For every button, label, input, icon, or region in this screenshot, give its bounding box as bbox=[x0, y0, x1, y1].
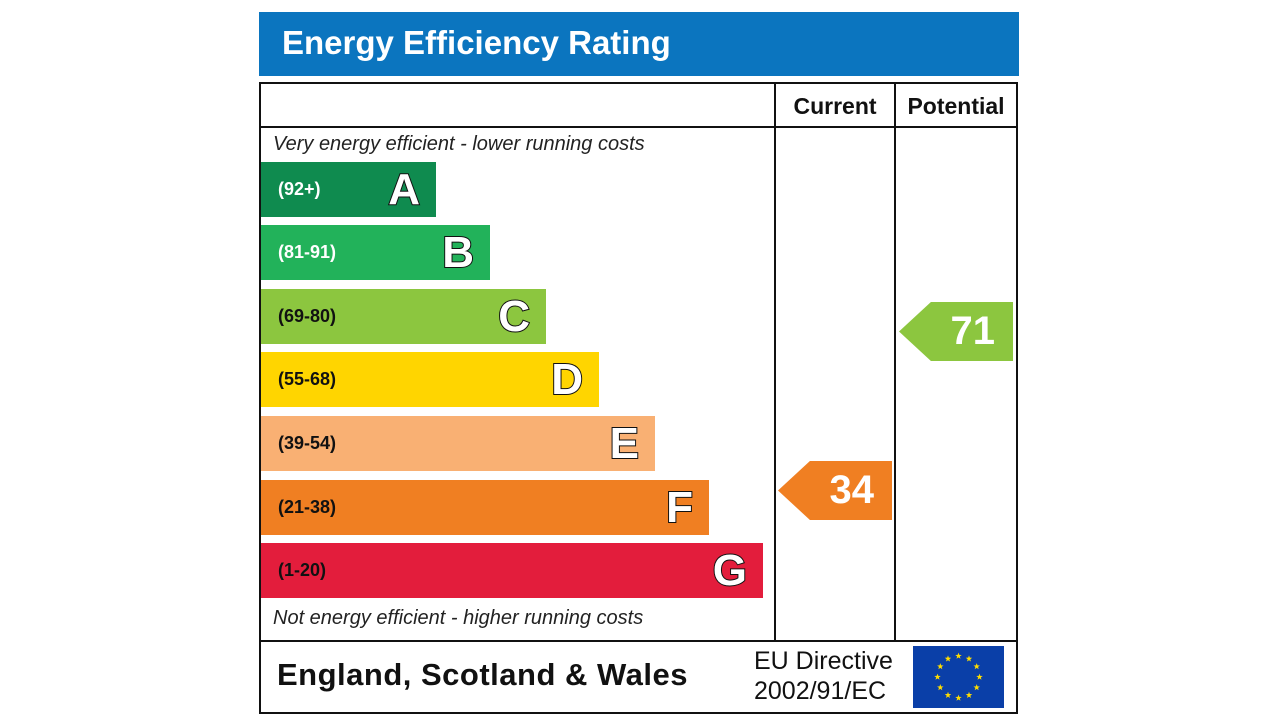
divider-current bbox=[774, 82, 776, 642]
band-g: (1-20) G bbox=[261, 543, 763, 598]
caption-top: Very energy efficient - lower running co… bbox=[273, 133, 645, 155]
band-c: (69-80) C bbox=[261, 289, 546, 344]
band-letter: D bbox=[550, 354, 584, 405]
title-bar: Energy Efficiency Rating bbox=[259, 12, 1019, 76]
eu-star-icon bbox=[937, 684, 944, 691]
page-title: Energy Efficiency Rating bbox=[282, 24, 671, 61]
eu-star-icon bbox=[944, 655, 952, 662]
eu-directive: EU Directive 2002/91/EC bbox=[754, 646, 893, 706]
band-range: (69-80) bbox=[278, 306, 337, 326]
eu-star-icon bbox=[934, 673, 941, 680]
eu-flag-icon bbox=[913, 646, 1004, 708]
band-letter: F bbox=[665, 482, 694, 533]
band-b: (81-91) B bbox=[261, 225, 490, 280]
band-letter: C bbox=[497, 291, 531, 342]
rating-table bbox=[259, 82, 1018, 714]
eu-star-icon bbox=[973, 663, 980, 670]
band-range: (81-91) bbox=[278, 242, 337, 262]
directive-line-2: 2002/91/EC bbox=[754, 677, 887, 705]
region-label: England, Scotland & Wales bbox=[277, 657, 688, 692]
caption-bottom: Not energy efficient - higher running co… bbox=[273, 607, 644, 629]
column-header-potential: Potential bbox=[907, 93, 1005, 119]
band-e: (39-54) E bbox=[261, 416, 655, 471]
band-range: (21-38) bbox=[278, 497, 337, 517]
current-rating-arrow: 34 bbox=[778, 461, 892, 520]
band-range: (1-20) bbox=[278, 560, 327, 580]
band-d: (55-68) D bbox=[261, 352, 599, 407]
band-letter: A bbox=[387, 164, 421, 215]
eu-star-icon bbox=[965, 691, 973, 698]
divider-potential bbox=[894, 82, 896, 642]
column-header-current: Current bbox=[793, 93, 877, 119]
eu-star-icon bbox=[955, 652, 962, 659]
band-letter: B bbox=[441, 227, 475, 278]
band-letter: G bbox=[712, 545, 748, 596]
band-range: (55-68) bbox=[278, 369, 337, 389]
band-a: (92+) A bbox=[261, 162, 436, 217]
band-letter: E bbox=[609, 418, 640, 469]
eu-star-icon bbox=[965, 655, 973, 662]
eu-star-icon bbox=[955, 694, 962, 701]
footer-rule bbox=[259, 640, 1018, 642]
directive-line-1: EU Directive bbox=[754, 647, 893, 675]
current-rating-value: 34 bbox=[829, 468, 875, 512]
band-f: (21-38) F bbox=[261, 480, 709, 535]
eu-star-icon bbox=[976, 673, 983, 680]
header-rule bbox=[259, 126, 1018, 128]
eu-star-icon bbox=[944, 691, 952, 698]
eu-star-icon bbox=[937, 663, 944, 670]
band-range: (39-54) bbox=[278, 433, 337, 453]
eu-star-icon bbox=[973, 684, 980, 691]
potential-rating-value: 71 bbox=[950, 309, 996, 353]
band-range: (92+) bbox=[278, 179, 321, 199]
